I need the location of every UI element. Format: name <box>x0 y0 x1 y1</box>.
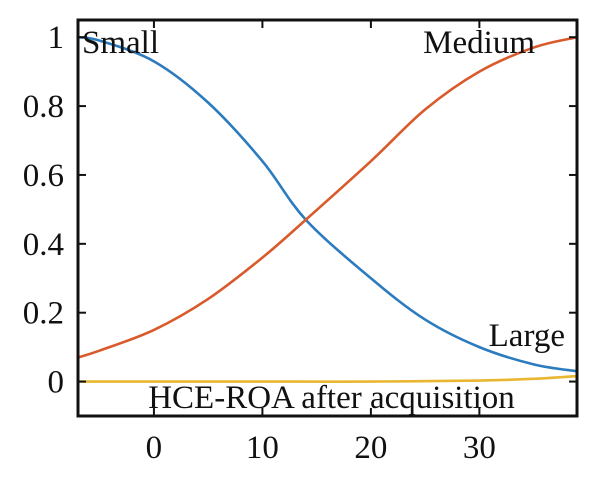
series-label-medium: Medium <box>423 25 535 61</box>
y-tick-label: 1 <box>48 20 65 56</box>
y-tick-label: 0.2 <box>23 296 64 332</box>
tick-layer: 0 10 20 30 0 0.2 0.4 0.6 0.8 1 <box>23 20 577 466</box>
x-axis-label: HCE-ROA after acquisition <box>148 380 515 416</box>
y-tick-label: 0.6 <box>23 158 64 194</box>
x-tick-label: 10 <box>246 430 279 466</box>
y-tick-label: 0.8 <box>23 89 64 125</box>
series-line-large <box>78 374 578 383</box>
x-tick-label: 20 <box>354 430 387 466</box>
y-tick-label: 0 <box>48 365 65 401</box>
series-label-large: Large <box>489 318 565 354</box>
x-tick-label: 30 <box>463 430 496 466</box>
y-tick-label: 0.4 <box>23 227 64 263</box>
series-line-medium <box>77 35 578 359</box>
series-label-small: Small <box>82 25 159 61</box>
plot-frame <box>76 18 579 418</box>
series-layer <box>77 35 578 383</box>
x-tick-label: 0 <box>146 430 163 466</box>
